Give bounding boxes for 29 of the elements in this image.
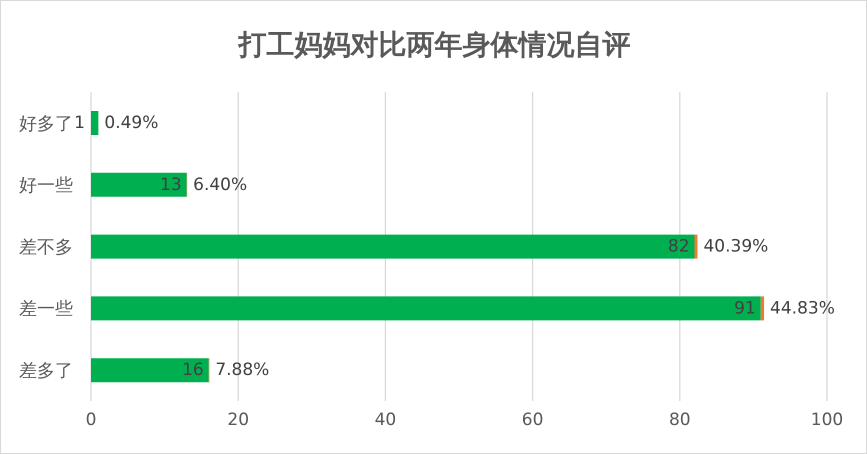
y-tick-label: 好多了: [19, 113, 73, 134]
y-tick-label: 差不多: [19, 236, 73, 258]
bar: [91, 358, 209, 382]
x-tick-label: 0: [86, 410, 96, 430]
y-tick-label: 差多了: [19, 360, 73, 382]
data-label: 7.88%: [215, 360, 270, 380]
chart-title: 打工妈妈对比两年身体情况自评: [236, 27, 632, 63]
x-tick-label: 80: [668, 410, 691, 430]
bar: [91, 111, 98, 135]
bar: [91, 234, 695, 259]
data-label: 0.49%: [104, 113, 158, 133]
x-tick-label: 40: [374, 410, 396, 430]
y-tick-label: 好一些: [19, 175, 73, 196]
bar: [760, 296, 764, 320]
data-label: 82: [668, 236, 690, 257]
data-label: 6.40%: [193, 174, 248, 195]
bar: [91, 172, 187, 197]
x-tick-label: 20: [227, 410, 250, 430]
data-label: 44.83%: [770, 298, 835, 318]
data-label: 16: [182, 360, 204, 380]
x-tick-label: 100: [810, 410, 844, 430]
y-tick-label: 差一些: [19, 298, 73, 320]
data-label: 13: [160, 174, 182, 195]
x-tick-label: 60: [522, 410, 544, 430]
data-label: 91: [734, 298, 756, 318]
bar: [694, 234, 698, 259]
data-label: 1: [74, 113, 85, 133]
data-label: 40.39%: [703, 236, 768, 257]
bar: [91, 296, 761, 320]
